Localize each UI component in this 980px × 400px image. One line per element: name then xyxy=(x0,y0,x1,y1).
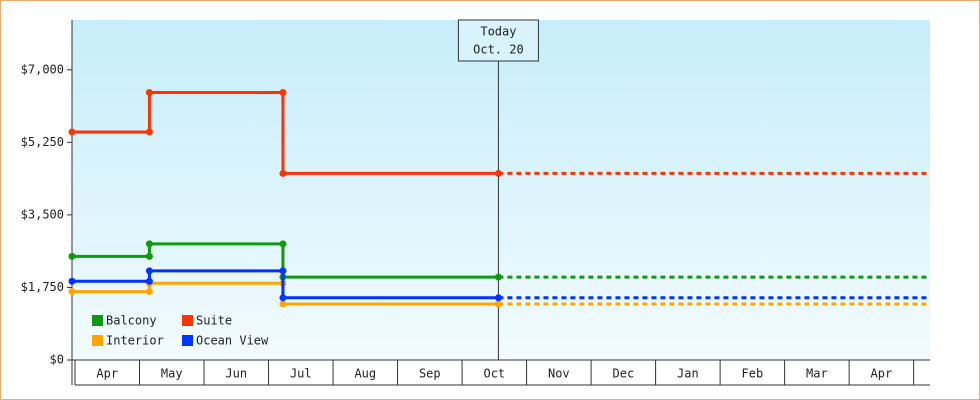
data-point xyxy=(68,252,76,260)
x-tick-label: Feb xyxy=(742,367,764,381)
y-tick-label: $1,750 xyxy=(21,280,64,294)
data-point xyxy=(494,169,502,177)
x-tick-label: Jun xyxy=(225,367,247,381)
x-tick-label: May xyxy=(161,367,183,381)
legend-swatch xyxy=(182,335,193,346)
data-point xyxy=(279,267,287,275)
legend-label: Balcony xyxy=(106,314,157,328)
data-point xyxy=(494,300,502,308)
data-point xyxy=(279,89,287,97)
legend-label: Suite xyxy=(196,314,232,328)
y-tick-label: $0 xyxy=(50,353,64,367)
series-line xyxy=(72,242,499,279)
today-label: Oct. 20 xyxy=(473,43,524,57)
legend-swatch xyxy=(92,315,103,326)
x-tick-label: Oct xyxy=(483,367,505,381)
y-tick-label: $7,000 xyxy=(21,62,64,76)
data-point xyxy=(145,277,153,285)
x-tick-label: Apr xyxy=(871,367,893,381)
data-point xyxy=(279,169,287,177)
data-point xyxy=(494,273,502,281)
data-point xyxy=(279,240,287,248)
series-line xyxy=(72,91,499,175)
legend-swatch xyxy=(182,315,193,326)
x-tick-label: Mar xyxy=(806,367,828,381)
x-tick-label: Jan xyxy=(677,367,699,381)
data-point xyxy=(68,128,76,136)
x-tick-label: Aug xyxy=(354,367,376,381)
x-tick-label: Jul xyxy=(290,367,312,381)
legend-label: Interior xyxy=(106,334,164,348)
data-point xyxy=(279,294,287,302)
today-label: Today xyxy=(480,25,516,39)
legend-swatch xyxy=(92,335,103,346)
data-point xyxy=(279,300,287,308)
y-tick-label: $5,250 xyxy=(21,135,64,149)
y-tick-label: $3,500 xyxy=(21,207,64,221)
data-point xyxy=(145,288,153,296)
data-point xyxy=(145,240,153,248)
x-tick-label: Apr xyxy=(96,367,118,381)
x-tick-label: Dec xyxy=(613,367,635,381)
data-point xyxy=(145,128,153,136)
x-tick-label: Nov xyxy=(548,367,570,381)
data-point xyxy=(494,294,502,302)
legend-label: Ocean View xyxy=(196,334,269,348)
data-point xyxy=(145,89,153,97)
series-line xyxy=(72,269,499,300)
x-tick-label: Sep xyxy=(419,367,441,381)
data-point xyxy=(68,277,76,285)
series-line xyxy=(72,281,499,306)
data-point xyxy=(145,252,153,260)
today-box xyxy=(457,19,539,62)
data-point xyxy=(68,288,76,296)
plot-area xyxy=(72,20,930,360)
data-point xyxy=(145,267,153,275)
